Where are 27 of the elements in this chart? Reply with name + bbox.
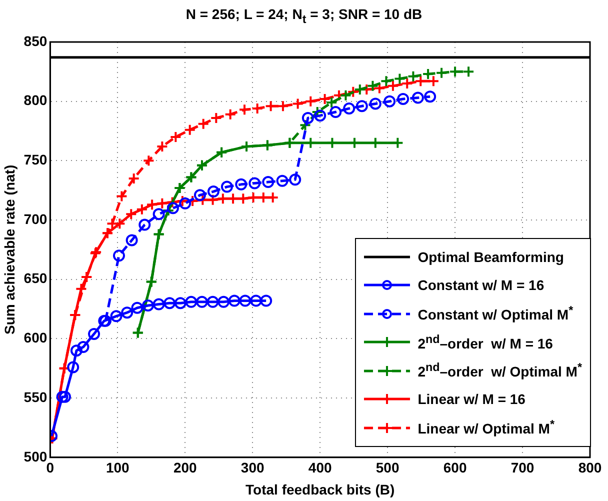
y-tick-label: 850 — [24, 32, 48, 49]
y-tick-label: 800 — [24, 92, 48, 108]
legend-label: 2$^{nd}$–order w/ Optimal M$^{*}$ — [418, 361, 582, 380]
x-tick-label: 600 — [443, 460, 467, 476]
legend-label: Linear w/ Optimal M$^{*}$ — [418, 418, 554, 438]
legend-label: Optimal Beamforming — [418, 248, 564, 265]
x-tick-label: 100 — [106, 460, 130, 476]
x-tick-label: 700 — [510, 460, 534, 476]
x-tick-label: 800 — [578, 460, 602, 476]
x-axis-title: Total feedback bits (B) — [246, 481, 395, 498]
legend-label: Constant w/ M = 16 — [418, 277, 544, 294]
legend-label: Constant w/ Optimal M$^{*}$ — [418, 304, 574, 324]
y-tick-label: 750 — [24, 152, 48, 168]
x-tick-label: 0 — [46, 460, 54, 476]
legend-label: 2$^{nd}$–order w/ M = 16 — [418, 332, 553, 352]
x-tick-label: 400 — [308, 460, 332, 476]
chart-title: N = 256; L = 24; N$_{t}$ = 3; SNR = 10 dB — [184, 5, 424, 28]
x-tick-label: 200 — [173, 460, 198, 476]
y-tick-label: 550 — [24, 388, 48, 405]
legend-label: Linear w/ M = 16 — [418, 391, 526, 408]
y-tick-label: 650 — [24, 270, 48, 286]
y-tick-label: 600 — [24, 330, 48, 346]
y-tick-label: 700 — [24, 210, 48, 227]
x-tick-label: 300 — [240, 460, 264, 476]
x-tick-label: 500 — [376, 460, 400, 476]
y-tick-label: 500 — [24, 448, 48, 464]
y-axis-title: Sum achievable rate (nat) — [1, 164, 18, 335]
